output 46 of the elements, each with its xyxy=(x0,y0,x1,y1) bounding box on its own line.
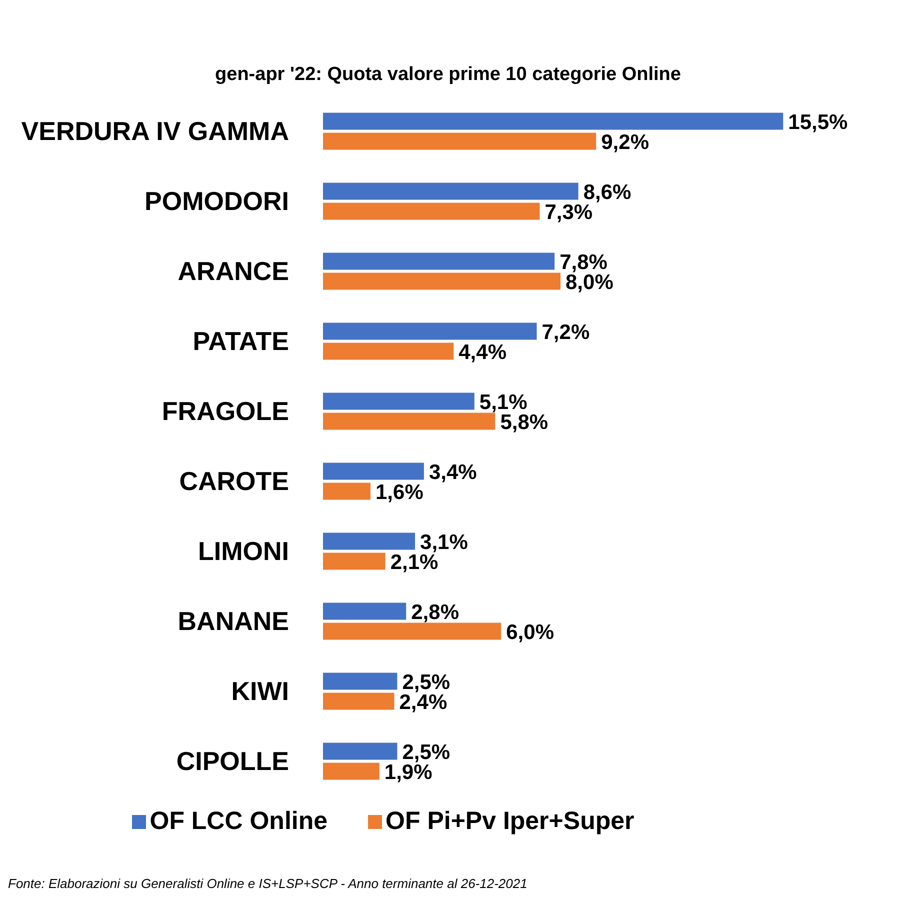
bar xyxy=(323,692,394,710)
y-tick-label: CIPOLLE xyxy=(176,746,289,776)
data-label: 2,5% xyxy=(402,670,450,694)
data-label: 15,5% xyxy=(788,110,848,134)
y-tick-label: POMODORI xyxy=(144,186,289,216)
bar xyxy=(323,602,406,620)
source-note: Fonte: Elaborazioni su Generalisti Online e IS+LSP+SCP - Anno terminante al 26-12-2021 xyxy=(8,876,528,891)
y-tick-label: BANANE xyxy=(178,606,289,636)
bar xyxy=(323,462,424,480)
data-label: 9,2% xyxy=(601,130,650,154)
bar xyxy=(323,112,784,130)
bar xyxy=(323,552,386,570)
y-tick-label: VERDURA IV GAMMA xyxy=(21,116,290,146)
y-tick-label: ARANCE xyxy=(178,256,289,286)
bar xyxy=(323,182,578,200)
legend-label: OF LCC Online xyxy=(150,807,328,835)
bar xyxy=(323,742,398,760)
bar xyxy=(323,622,502,640)
data-label: 7,2% xyxy=(542,320,590,344)
data-label: 7,8% xyxy=(560,250,608,274)
y-tick-label: CAROTE xyxy=(179,466,289,496)
chart-title: gen-apr '22: Quota valore prime 10 categorie Online xyxy=(214,64,682,86)
bar xyxy=(323,532,416,550)
data-label: 1,6% xyxy=(376,480,424,504)
data-label: 2,5% xyxy=(402,740,450,764)
bar xyxy=(323,272,560,290)
bar xyxy=(323,202,540,220)
data-label: 2,8% xyxy=(411,600,460,624)
data-label: 4,4% xyxy=(458,340,507,364)
bar xyxy=(323,322,537,340)
data-label: 3,4% xyxy=(428,460,478,484)
bar xyxy=(323,762,380,780)
data-label: 6,0% xyxy=(506,620,554,644)
bar xyxy=(323,132,596,150)
bar xyxy=(323,482,370,500)
y-tick-label: PATATE xyxy=(192,326,289,356)
y-tick-label: FRAGOLE xyxy=(162,396,289,426)
bar xyxy=(323,672,398,690)
legend-label: OF Pi+Pv Iper+Super xyxy=(386,807,634,835)
bar xyxy=(323,342,454,360)
y-tick-label: KIWI xyxy=(231,676,289,706)
bar xyxy=(323,252,555,270)
bar xyxy=(323,412,496,430)
data-label: 3,1% xyxy=(420,530,468,554)
bar xyxy=(323,392,474,410)
y-tick-label: LIMONI xyxy=(198,536,289,566)
